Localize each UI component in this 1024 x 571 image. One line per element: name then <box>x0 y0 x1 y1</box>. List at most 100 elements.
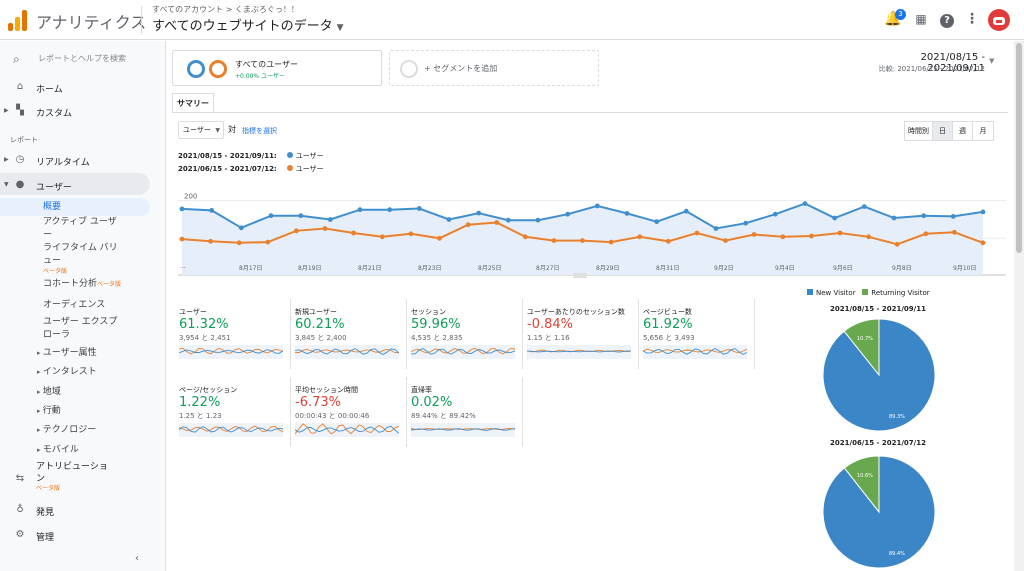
data-point-current <box>476 210 482 216</box>
pie-label-new-visitor: 89.4% <box>889 551 905 557</box>
chevron-down-icon: ▼ <box>336 23 344 33</box>
search-input[interactable]: レポートとヘルプを検索 <box>38 54 126 63</box>
data-point-current <box>238 225 244 231</box>
sidebar-item-home[interactable]: ⌂ ホーム <box>0 78 166 98</box>
sparkline-current <box>411 348 515 355</box>
data-point-current <box>416 206 422 211</box>
breadcrumb[interactable]: すべてのアカウント > くまぶろぐっ！！ <box>152 5 299 14</box>
data-point-previous <box>494 220 500 225</box>
help-icon[interactable]: ? <box>938 10 956 28</box>
scrollbar[interactable] <box>1014 41 1024 571</box>
sparkline-current <box>295 425 399 434</box>
metric-card[interactable]: 平均セッション時間 -6.73% 00:00:43 と 00:00:46 <box>295 377 407 447</box>
metric-sparkline <box>527 345 631 359</box>
metric-title: ユーザーあたりのセッション数 <box>527 299 638 317</box>
granularity-day[interactable]: 日 <box>932 121 953 141</box>
data-point-previous <box>980 240 986 246</box>
sidebar-sub-cohort[interactable]: コホート分析ベータ版 <box>43 278 121 291</box>
data-point-current <box>179 206 185 212</box>
sidebar-sub-audiences[interactable]: オーディエンス <box>43 300 106 310</box>
segment-circle-blue-icon <box>187 60 205 78</box>
sparkline-current <box>179 349 283 354</box>
sparkline-current <box>295 348 399 356</box>
metric-change: 61.32% <box>179 317 229 332</box>
data-point-previous <box>809 233 814 239</box>
sidebar-sub-geo[interactable]: 地域 <box>37 384 61 397</box>
sidebar-sub-active-users[interactable]: アクティブ ユーザー <box>43 216 117 242</box>
sidebar-sub-demographics[interactable]: ユーザー属性 <box>37 345 97 358</box>
metric-title: ページビュー数 <box>643 299 754 317</box>
metric-sparkline <box>411 423 515 437</box>
analytics-logo-icon[interactable] <box>8 9 28 31</box>
metric-sparkline <box>179 423 283 437</box>
scrollbar-thumb[interactable] <box>1016 43 1022 253</box>
data-point-previous <box>608 239 614 245</box>
sidebar-search[interactable]: ⌕ レポートとヘルプを検索 <box>0 49 166 69</box>
segment-circle-orange-icon <box>209 60 227 78</box>
data-point-current <box>327 217 333 222</box>
apps-grid-icon[interactable]: ▦ <box>915 12 927 26</box>
legend-new-visitor: New Visitor <box>816 289 856 297</box>
granularity-hourly[interactable]: 時間別 <box>904 121 933 141</box>
sidebar-sub-lifetime-value[interactable]: ライフタイム バリ ュー ベータ版 <box>43 242 118 276</box>
sidebar-item-audience[interactable]: ▼ ● ユーザー <box>0 176 166 196</box>
pie-chart-current[interactable]: 89.3% 10.7% <box>821 317 937 433</box>
metric-compare: 1.25 と 1.23 <box>179 412 222 420</box>
more-vert-icon[interactable]: ⋮ <box>965 11 979 27</box>
metric-card[interactable]: セッション 59.96% 4,535 と 2,835 <box>411 299 523 369</box>
sidebar-sub-behavior[interactable]: 行動 <box>37 403 61 416</box>
pie-chart-previous[interactable]: 89.4% 10.6% <box>821 454 937 570</box>
metric-card[interactable]: 新規ユーザー 60.21% 3,845 と 2,400 <box>295 299 407 369</box>
metric-title-text: セッション <box>411 308 446 316</box>
date-range[interactable]: 2021/08/15 - 2021/09/11 <box>920 52 985 74</box>
sidebar-item-realtime[interactable]: ▶ ◷ リアルタイム <box>0 151 166 171</box>
sidebar-sub-mobile[interactable]: モバイル <box>37 442 79 455</box>
sidebar-item-attribution[interactable]: ⇆ アトリビューションベータ版 <box>0 461 166 493</box>
metric-change: 59.96% <box>411 317 461 332</box>
sidebar-sub-interests[interactable]: インタレスト <box>37 364 97 377</box>
date-chevron-down-icon[interactable]: ▼ <box>989 57 995 65</box>
data-point-previous <box>694 230 700 236</box>
metric-compare: 89.44% と 89.42% <box>411 412 476 420</box>
tab-summary[interactable]: サマリー <box>172 93 214 113</box>
label: ユーザー エクスプ <box>43 317 118 327</box>
series-line-current <box>181 202 984 230</box>
x-tick-label: 8月21日 <box>358 265 382 272</box>
metric-change: 1.22% <box>179 395 221 410</box>
granularity-week[interactable]: 週 <box>952 121 973 141</box>
legend-current: 2021/08/15 - 2021/09/11: ユーザー <box>178 151 324 161</box>
sidebar-sub-user-explorer[interactable]: ユーザー エクスプ ローラ <box>43 316 117 342</box>
metric-card[interactable]: ページビュー数 61.92% 5,656 と 3,493 <box>643 299 755 369</box>
data-point-previous <box>322 226 328 231</box>
add-segment-button[interactable]: + セグメントを追加 <box>389 50 599 86</box>
sidebar-item-custom[interactable]: ▶ ▚ カスタム <box>0 102 166 122</box>
users-line-chart[interactable]: 200100 <box>178 178 1006 276</box>
x-tick-label: 9月6日 <box>833 265 853 272</box>
avatar[interactable] <box>988 9 1010 31</box>
data-point-previous <box>551 238 557 243</box>
metric-card[interactable]: ユーザーあたりのセッション数 -0.84% 1.15 と 1.16 <box>527 299 639 369</box>
label: ライフタイム バリ <box>43 243 118 253</box>
metric-card[interactable]: ページ/セッション 1.22% 1.25 と 1.23 <box>179 377 291 447</box>
granularity-month[interactable]: 月 <box>972 121 994 141</box>
x-tick-label: ... <box>180 263 186 270</box>
compare-range[interactable]: 比較: 2021/06/15 - 2021/07/12 <box>867 64 985 74</box>
select-metric-link[interactable]: 指標を選択 <box>242 127 277 135</box>
metric-card[interactable]: ユーザー 61.32% 3,954 と 2,451 <box>179 299 291 369</box>
sidebar-sub-technology[interactable]: テクノロジー <box>37 422 96 435</box>
data-point-current <box>209 208 215 213</box>
sidebar-sub-overview[interactable]: 概要 <box>43 202 62 212</box>
metric-select[interactable]: ユーザー ▼ <box>178 121 224 139</box>
sidebar-item-discover[interactable]: ♁ 発見 <box>0 501 166 521</box>
property-selector[interactable]: すべてのウェブサイトのデータ ▼ <box>152 15 344 34</box>
data-point-current <box>683 208 689 214</box>
data-point-previous <box>351 230 356 236</box>
chart-resize-handle[interactable] <box>573 273 587 278</box>
x-tick-label: 9月8日 <box>892 265 912 272</box>
label: アクティブ ユーザ <box>43 217 117 227</box>
metric-card[interactable]: 直帰率 0.02% 89.44% と 89.42% <box>411 377 523 447</box>
collapse-sidebar-icon[interactable]: ‹ <box>135 553 139 564</box>
segment-all-users[interactable]: すべてのユーザー +0.00% ユーザー <box>172 50 382 86</box>
sidebar-item-label: ホーム <box>36 85 63 95</box>
sidebar-item-admin[interactable]: ⚙ 管理 <box>0 526 166 546</box>
